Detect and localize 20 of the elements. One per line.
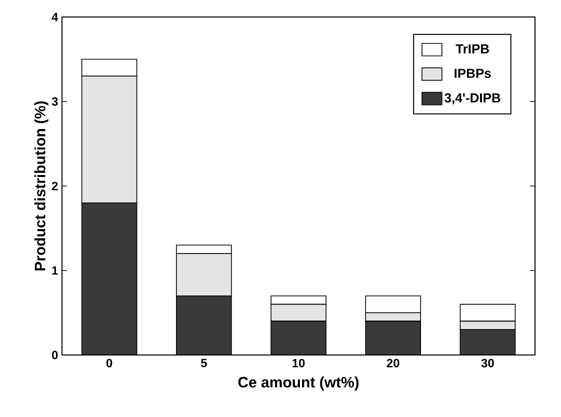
y-tick-label: 2: [52, 182, 58, 190]
bar: [270, 320, 326, 355]
y-tick-label: 0: [52, 350, 58, 360]
x-axis-title: Ce amount (wt%): [238, 376, 359, 390]
bar: [460, 329, 516, 355]
legend-label: TrIPB: [456, 44, 489, 54]
x-tick-label: 30: [481, 358, 494, 368]
y-axis-title: Product distribution (%): [34, 101, 48, 270]
x-tick-label: 0: [106, 358, 112, 368]
x-tick-label: 10: [292, 358, 305, 368]
y-tick-label: 1: [52, 266, 58, 275]
bar: [81, 202, 138, 355]
bar: [365, 320, 422, 355]
legend-label: IPBPs: [454, 68, 491, 78]
x-tick-label: 5: [200, 358, 207, 368]
x-tick-label: 20: [386, 358, 400, 368]
y-tick-label: 4: [52, 12, 58, 22]
bar: [176, 295, 232, 355]
legend-label: 3,4'-DIPB: [444, 93, 500, 104]
y-tick-label: 3: [52, 97, 58, 106]
